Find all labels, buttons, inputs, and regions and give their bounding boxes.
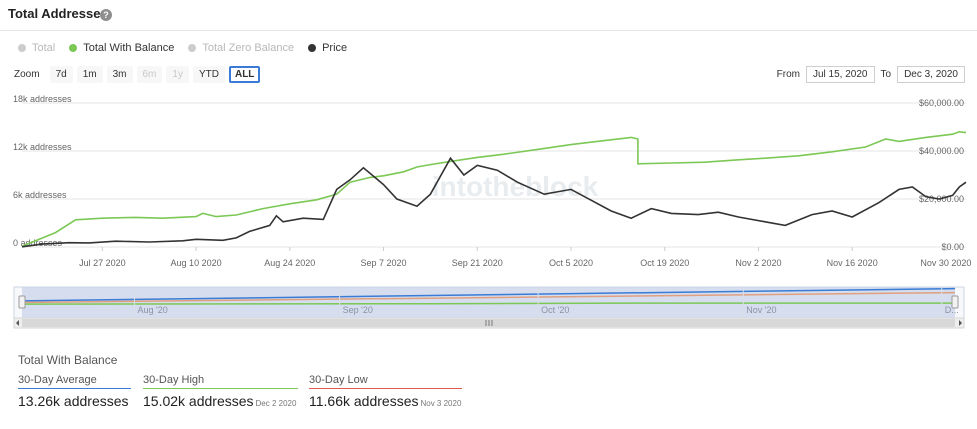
y-right-tick-label: $40,000.00 [919, 146, 964, 156]
date-range: From Jul 15, 2020 To Dec 3, 2020 [777, 66, 965, 83]
x-tick-label: Sep 21 2020 [452, 258, 503, 268]
x-tick-label: Nov 16 2020 [827, 258, 878, 268]
navigator-handle-right[interactable] [951, 295, 959, 309]
title-bar: Total Addresses ? [0, 0, 977, 31]
zoom-controls: Zoom 7d 1m 3m 6m 1y YTD ALL [14, 66, 261, 83]
line-chart: intotheblock 0 addresses 6k addresses 12k a… [13, 94, 971, 329]
stat-value: 15.02k addresses Dec 2 2020 [143, 393, 298, 409]
scrollbar-grip-icon [485, 320, 493, 326]
x-tick-label: Nov 30 2020 [920, 258, 971, 268]
zoom-button[interactable]: 3m [106, 66, 133, 83]
y-right-tick-label: $60,000.00 [919, 98, 964, 108]
stat-value: 13.26k addresses [18, 393, 131, 409]
to-date-input[interactable]: Dec 3, 2020 [897, 66, 965, 83]
y-left-tick-label: 0 addresses [13, 238, 63, 248]
x-tick-label: Aug 24 2020 [264, 258, 315, 268]
x-tick-label: Oct 19 2020 [640, 258, 689, 268]
zoom-label: Zoom [14, 69, 40, 80]
legend-label: Price [322, 42, 348, 54]
series-line-total-with-balance[interactable] [21, 130, 967, 247]
scroll-left-icon[interactable] [16, 320, 19, 326]
stat-value-text: 15.02k addresses [143, 393, 254, 409]
stat-value: 11.66k addresses Nov 3 2020 [309, 393, 462, 409]
legend-item[interactable]: Price [308, 42, 347, 54]
legend-item[interactable]: Total Zero Balance [188, 42, 294, 54]
x-tick-label: Aug 10 2020 [171, 258, 222, 268]
scroll-right-icon[interactable] [959, 320, 962, 326]
x-tick-label: Sep 7 2020 [361, 258, 407, 268]
stat-label: 30-Day Average [18, 374, 131, 389]
watermark-logo: intotheblock [432, 171, 599, 202]
summary-stat: 30-Day Low 11.66k addresses Nov 3 2020 [309, 374, 462, 409]
stat-value-text: 13.26k addresses [18, 393, 129, 409]
stat-label: 30-Day High [143, 374, 298, 389]
y-right-tick-label: $0.00 [941, 242, 964, 252]
to-label: To [880, 69, 892, 80]
summary-title: Total With Balance [18, 353, 118, 367]
legend-item[interactable]: Total With Balance [69, 42, 174, 54]
x-tick-label: Nov 2 2020 [735, 258, 781, 268]
stat-date: Dec 2 2020 [255, 399, 297, 408]
legend-label: Total Zero Balance [202, 42, 295, 54]
from-label: From [776, 69, 800, 80]
navigator-tick-label: Oct '20 [541, 305, 569, 315]
legend-marker [188, 44, 197, 52]
navigator-handle-left[interactable] [18, 295, 26, 309]
from-date-input[interactable]: Jul 15, 2020 [806, 66, 875, 83]
legend-marker [308, 44, 317, 52]
x-tick-label: Jul 27 2020 [79, 258, 126, 268]
zoom-button[interactable]: 7d [49, 66, 73, 83]
y-left-tick-label: 6k addresses [13, 190, 67, 200]
summary-stat: 30-Day Average 13.26k addresses [18, 374, 131, 409]
zoom-button[interactable]: 1y [166, 66, 189, 83]
stat-date: Nov 3 2020 [420, 399, 462, 408]
navigator-series [21, 302, 955, 305]
navigator-tick-label: Aug '20 [137, 305, 167, 315]
legend-label: Total With Balance [83, 42, 175, 54]
legend-marker [69, 44, 78, 52]
navigator-tick-label: D... [945, 305, 959, 315]
navigator-series [21, 287, 956, 302]
legend-label: Total [32, 42, 56, 54]
y-left-tick-label: 12k addresses [13, 142, 72, 152]
legend-item[interactable]: Total [18, 42, 55, 54]
help-icon[interactable]: ? [100, 9, 112, 21]
page-title: Total Addresses [8, 6, 108, 21]
navigator-tick-label: Sep '20 [343, 305, 373, 315]
x-tick-label: Oct 5 2020 [549, 258, 593, 268]
navigator-series [21, 291, 956, 304]
zoom-button[interactable]: YTD [192, 66, 225, 83]
series-line-price[interactable] [21, 156, 967, 248]
zoom-button[interactable]: 1m [76, 66, 103, 83]
chart-legend: Total Total With Balance Total Zero Balanc… [18, 42, 347, 54]
y-left-tick-label: 18k addresses [13, 94, 72, 104]
summary-stat: 30-Day High 15.02k addresses Dec 2 2020 [143, 374, 298, 409]
navigator-tick-label: Nov '20 [746, 305, 776, 315]
legend-marker [18, 44, 26, 52]
stat-label: 30-Day Low [309, 374, 462, 389]
stat-value-text: 11.66k addresses [309, 393, 419, 409]
zoom-button[interactable]: ALL [228, 66, 261, 83]
zoom-button[interactable]: 6m [136, 66, 163, 83]
